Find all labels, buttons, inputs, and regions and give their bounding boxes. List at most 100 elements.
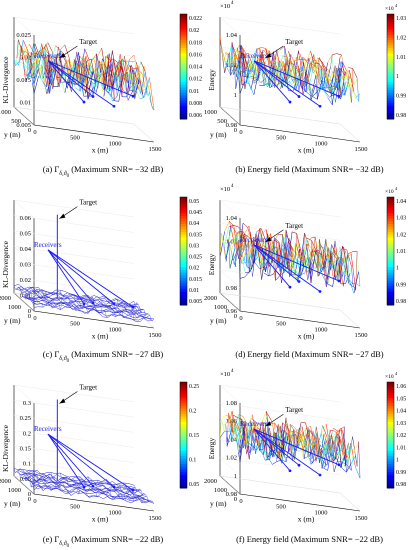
surface-line bbox=[334, 267, 336, 279]
x-tick-label: 1000 bbox=[315, 326, 328, 333]
surface-line bbox=[258, 239, 264, 252]
y-tick-label: 2000 bbox=[204, 295, 217, 302]
surface-line bbox=[265, 48, 268, 55]
surface-line bbox=[312, 54, 314, 60]
surface-line bbox=[50, 479, 52, 483]
surface-line bbox=[109, 87, 112, 91]
surface-line bbox=[128, 493, 134, 496]
surface-line bbox=[45, 297, 47, 304]
surface-line bbox=[39, 55, 42, 57]
surface-line bbox=[48, 476, 54, 483]
surface-line bbox=[277, 67, 283, 88]
surface-line bbox=[101, 299, 103, 306]
surface-line bbox=[48, 302, 50, 306]
surface-line bbox=[232, 259, 235, 265]
surface-line bbox=[46, 74, 52, 86]
surface-line bbox=[81, 478, 84, 482]
surface-line bbox=[322, 459, 328, 466]
surface-line bbox=[69, 493, 72, 496]
surface-line bbox=[74, 487, 76, 489]
surface-line bbox=[34, 43, 40, 57]
surface-line bbox=[322, 87, 325, 89]
surface-line bbox=[50, 51, 53, 63]
surface-line bbox=[142, 66, 145, 95]
surface-line bbox=[39, 294, 45, 299]
surface-line bbox=[300, 86, 303, 90]
colorbar-tick-label: 0.02 bbox=[189, 266, 199, 272]
z-tick-label: 0.98 bbox=[226, 491, 237, 498]
surface-line bbox=[350, 82, 356, 86]
surface-line bbox=[80, 299, 86, 305]
colorbar-segment bbox=[387, 416, 394, 420]
surface-line bbox=[280, 460, 283, 464]
surface-line bbox=[95, 74, 101, 93]
surface-line bbox=[347, 450, 350, 465]
surface-line bbox=[339, 453, 342, 459]
surface-line bbox=[112, 65, 118, 79]
surface-line bbox=[233, 417, 239, 432]
surface-line bbox=[327, 54, 333, 63]
colorbar-segment bbox=[387, 442, 394, 447]
surface-line bbox=[273, 239, 276, 281]
surface-line bbox=[310, 458, 316, 465]
z-tick-label: 0.015 bbox=[16, 77, 31, 84]
surface-line bbox=[66, 300, 72, 304]
surface-line bbox=[115, 315, 118, 317]
surface-line bbox=[64, 475, 70, 478]
surface-line bbox=[23, 469, 25, 474]
surface-line bbox=[282, 67, 285, 88]
surface-line bbox=[24, 291, 30, 296]
surface-line bbox=[97, 489, 100, 492]
surface-line bbox=[38, 485, 44, 491]
surface-line bbox=[146, 88, 152, 104]
surface-line bbox=[256, 422, 261, 425]
surface-line bbox=[323, 444, 326, 456]
surface-line bbox=[32, 470, 35, 473]
surface-line bbox=[146, 313, 149, 315]
surface-line bbox=[279, 437, 285, 456]
surface-line bbox=[63, 62, 66, 67]
z-tick-label: 0.98 bbox=[226, 122, 237, 129]
surface-line bbox=[21, 45, 27, 63]
colorbar-segment bbox=[387, 61, 394, 65]
surface-line bbox=[117, 307, 120, 311]
surface-line bbox=[293, 250, 295, 261]
surface-line bbox=[264, 247, 267, 265]
surface-line bbox=[284, 456, 287, 462]
colorbar-segment bbox=[180, 421, 187, 425]
surface-line bbox=[120, 493, 123, 498]
surface-line bbox=[303, 59, 306, 73]
surface-line bbox=[346, 464, 349, 473]
surface-line bbox=[258, 449, 264, 455]
surface-line bbox=[222, 425, 225, 432]
surface-line bbox=[298, 434, 301, 443]
surface-line bbox=[229, 417, 231, 432]
surface-line bbox=[133, 70, 135, 100]
surface-line bbox=[332, 439, 338, 462]
colorbar-segment bbox=[387, 74, 394, 78]
surface-line bbox=[33, 479, 35, 481]
caption-b: (b) Energy field (Maximum SNR= −32 dB) bbox=[235, 164, 384, 174]
colorbar-tick-label: 1.01 bbox=[396, 445, 406, 451]
colorbar-segment bbox=[180, 419, 187, 423]
surface-line bbox=[107, 50, 113, 90]
surface-line bbox=[279, 61, 282, 81]
surface-line bbox=[285, 417, 288, 437]
z-axis-label: KL-Divergence bbox=[1, 424, 10, 472]
receiver-arrow bbox=[253, 60, 321, 107]
surface-line bbox=[310, 250, 316, 283]
surface-line bbox=[240, 72, 243, 86]
receiver-arrow bbox=[47, 60, 134, 97]
surface-line bbox=[239, 430, 245, 463]
surface-line bbox=[277, 68, 280, 76]
colorbar-segment bbox=[387, 21, 394, 25]
surface-line bbox=[106, 305, 109, 307]
surface-line bbox=[31, 297, 34, 300]
surface-line bbox=[339, 435, 341, 468]
surface-line bbox=[349, 70, 351, 85]
colorbar-segment bbox=[180, 464, 187, 468]
surface-line bbox=[48, 486, 50, 489]
receiver-arrowhead bbox=[288, 285, 292, 289]
